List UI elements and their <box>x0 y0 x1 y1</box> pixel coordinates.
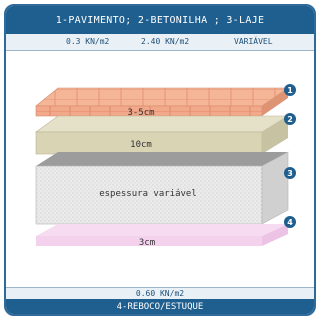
header-title: 1-PAVIMENTO; 2-BETONILHA ; 3-LAJE <box>6 6 314 34</box>
layer-2-label: 10cm <box>130 140 152 150</box>
load-pavimento: 0.3 KN/m2 <box>66 37 110 46</box>
layer-1-badge: 1 <box>284 84 296 96</box>
layer-2-badge: 2 <box>284 113 296 125</box>
layer-1-number: 1 <box>287 86 293 95</box>
layer-reboco <box>36 224 288 246</box>
footer-title: 4-REBOCO/ESTUQUE <box>6 299 314 314</box>
layer-betonilha <box>35 115 290 155</box>
load-values-row: 0.3 KN/m2 2.40 KN/m2 VARIÁVEL <box>6 34 314 51</box>
load-reboco: 0.60 KN/m2 <box>6 287 314 300</box>
layer-2-number: 2 <box>287 115 293 124</box>
load-laje: VARIÁVEL <box>234 37 273 46</box>
layer-4-label: 3cm <box>139 238 155 248</box>
layer-3-badge: 3 <box>284 167 296 179</box>
layer-1-label: 3-5cm <box>127 108 154 118</box>
layer-4-number: 4 <box>287 218 293 227</box>
layer-3-number: 3 <box>287 169 293 178</box>
layer-laje <box>35 151 289 225</box>
layer-3-label: espessura variável <box>99 189 197 199</box>
load-betonilha: 2.40 KN/m2 <box>141 37 190 46</box>
layer-4-badge: 4 <box>284 216 296 228</box>
layer-pavimento <box>35 87 289 117</box>
